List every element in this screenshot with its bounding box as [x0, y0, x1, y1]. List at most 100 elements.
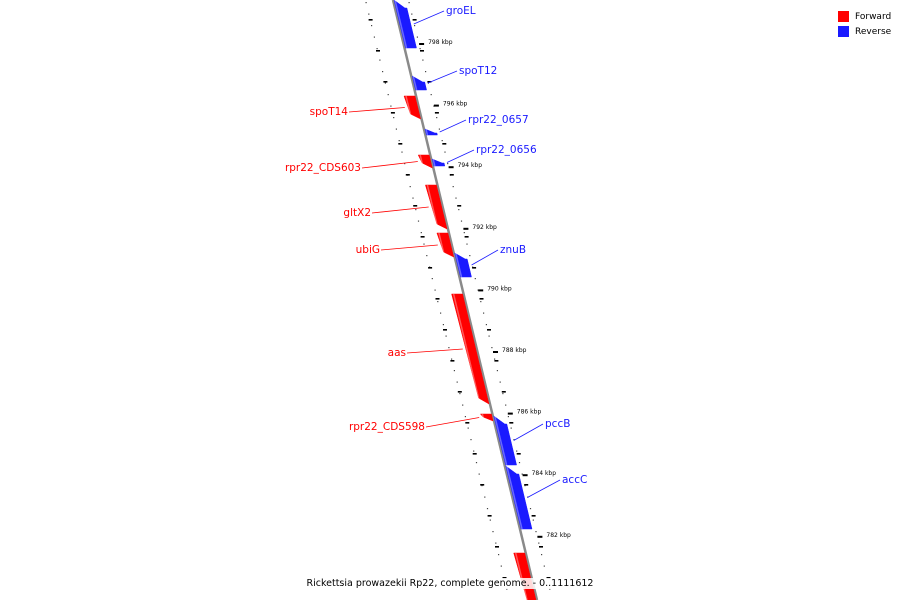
ruler-dot-right: [458, 209, 460, 211]
gene-label-groel: groEL: [446, 5, 476, 17]
kbp-tick-mark: [419, 43, 425, 45]
gene-highlight-rpr22-0656: [432, 158, 436, 167]
gene-highlight-ubig: [438, 232, 446, 258]
ruler-dot-left: [495, 542, 497, 544]
gene-feature-rpr22-0656: [431, 158, 446, 167]
ruler-dot-left: [387, 94, 389, 96]
ruler-dot-right: [438, 128, 440, 130]
ruler-dot-right: [408, 2, 410, 4]
ruler-dot-right: [507, 416, 509, 418]
kbp-tick-mark: [493, 351, 498, 353]
ruler-dot-left: [484, 496, 486, 498]
ruler-dot-left: [393, 117, 395, 119]
gene-label-gltx2: gltX2: [343, 207, 371, 219]
leader-line-znub: [471, 249, 499, 266]
gene-highlight-spot14: [405, 95, 413, 120]
gene-label-spot12: spoT12: [459, 65, 497, 77]
minor-tick-left: [405, 174, 410, 176]
leader-line-rpr22-0657: [439, 119, 467, 133]
gene-highlight-rpr22-cds603: [419, 154, 425, 169]
gene-feature-rpr22-cds598: [479, 413, 494, 422]
gene-label-rpr22-cds603: rpr22_CDS603: [285, 162, 361, 174]
ruler-dot-right: [477, 289, 479, 291]
ruler-dot-right: [483, 312, 485, 314]
minor-tick-right: [546, 577, 551, 579]
ruler-dot-left: [365, 2, 367, 4]
ruler-dot-left: [489, 519, 491, 521]
ruler-dot-right: [510, 427, 512, 429]
gene-highlight-accc: [506, 465, 523, 530]
gene-highlight-spot12: [412, 75, 418, 91]
legend-item-reverse: Reverse: [838, 24, 898, 39]
minor-tick-right: [479, 298, 484, 300]
gene-labels: groELspoT12spoT14rpr22_0657rpr22_CDS603r…: [285, 5, 587, 498]
ruler-dot-left: [401, 151, 403, 153]
gene-feature-rpr22-cds603: [417, 154, 433, 169]
genome-title: Rickettsia prowazekii Rp22, complete gen…: [0, 578, 900, 589]
gene-highlight-znub: [454, 252, 463, 278]
ruler-dot-left: [376, 48, 378, 50]
ruler-dot-right: [444, 151, 446, 153]
ruler-dot-right: [436, 117, 438, 119]
ruler-dot-left: [451, 358, 453, 360]
ruler-dot-left: [417, 220, 420, 222]
minor-ticks: [368, 19, 551, 579]
minor-tick-left: [368, 19, 373, 21]
ruler-dot-left: [486, 508, 489, 510]
ruler-dot-right: [469, 255, 471, 257]
kbp-tick-mark: [522, 474, 528, 477]
minor-tick-left: [420, 236, 425, 238]
minor-tick-left: [413, 205, 418, 207]
ruler-dot-left: [368, 13, 370, 15]
minor-tick-left: [398, 143, 403, 145]
gene-feature-spot12: [411, 75, 427, 91]
ruler-dot-left: [434, 289, 436, 291]
ruler-dot-right: [529, 508, 532, 510]
ruler-dot-left: [412, 197, 414, 199]
ruler-dot-left: [467, 427, 469, 429]
ruler-dot-right: [452, 186, 454, 188]
gene-label-aas: aas: [388, 347, 406, 359]
ruler-dot-right: [441, 140, 443, 142]
minor-tick-right: [516, 453, 521, 455]
kbp-tick-label: 794 kbp: [458, 162, 483, 169]
minor-tick-right: [464, 236, 469, 238]
gene-feature-znub: [454, 252, 472, 278]
kbp-tick-mark: [448, 166, 454, 169]
ruler-dot-left: [404, 163, 406, 165]
minor-tick-left: [502, 577, 507, 579]
ruler-dot-left: [442, 324, 444, 326]
kbp-tick-mark: [463, 227, 469, 230]
ruler-dot-right: [414, 25, 416, 27]
ruler-dot-left: [453, 370, 455, 372]
gene-feature-aas: [451, 293, 490, 405]
ruler-dot-left: [506, 588, 508, 590]
ruler-dot-right: [502, 393, 504, 395]
ruler-dot-right: [419, 48, 421, 50]
gene-label-rpr22-cds598: rpr22_CDS598: [349, 421, 425, 433]
genome-title-text: Rickettsia prowazekii Rp22, complete gen…: [304, 578, 596, 589]
minor-tick-left: [480, 484, 485, 486]
ruler-dot-left: [373, 36, 375, 38]
kbp-tick-label: 786 kbp: [517, 409, 542, 416]
minor-tick-right: [539, 546, 543, 548]
ruler-dot-right: [505, 404, 507, 406]
minor-tick-left: [428, 267, 433, 269]
gene-feature-groel: [393, 0, 417, 49]
minor-tick-right: [487, 329, 491, 331]
ruler-dot-right: [430, 94, 432, 96]
ruler-dot-right: [463, 232, 465, 234]
leader-line-rpr22-cds603: [361, 161, 418, 169]
gene-label-znub: znuB: [500, 244, 526, 256]
minor-tick-left: [443, 329, 447, 331]
ruler-dot-right: [416, 36, 418, 38]
minor-tick-right: [501, 391, 506, 393]
ruler-dot-right: [447, 163, 449, 165]
gene-feature-spot14: [403, 95, 421, 120]
gene-feature-gltx2: [425, 184, 448, 230]
gene-label-rpr22-0656: rpr22_0656: [476, 144, 537, 156]
leader-line-spot12: [427, 70, 458, 84]
ruler-dot-right: [535, 531, 537, 533]
ruler-dot-right: [480, 301, 482, 303]
